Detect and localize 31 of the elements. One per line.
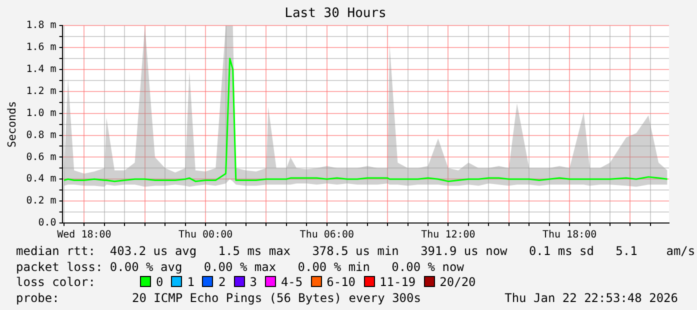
x-tick-label: Thu 06:00 <box>300 230 354 241</box>
y-tick-label: 1.6 m <box>26 42 56 54</box>
y-tick-label: 0.6 m <box>26 152 56 163</box>
text: 4-5 <box>280 275 303 289</box>
y-tick-label: 1.8 m <box>26 20 56 32</box>
text: probe: <box>16 290 60 306</box>
text: median rtt: 403.2 us avg 1.5 ms max 378.5 us min 391.9 us now 0.1 ms sd 5.1 am/s <box>16 244 696 258</box>
y-tick-label: 0.2 m <box>26 196 56 207</box>
x-tick-label: Wed 18:00 <box>57 230 112 241</box>
text: 20/20 <box>440 275 476 289</box>
text: packet loss: 0.00 % avg 0.00 % max 0.00 % min 0.00 % now <box>16 260 464 274</box>
y-tick-label: 1.2 m <box>26 86 56 97</box>
text: 1 <box>187 275 194 289</box>
y-axis-title: Seconds <box>5 101 18 148</box>
y-tick-label: 0.0 <box>38 218 56 229</box>
x-tick-label: Thu 18:00 <box>542 230 597 241</box>
chart-title: Last 30 Hours <box>284 6 386 22</box>
x-tick-label: Thu 00:00 <box>178 230 233 241</box>
y-tick-label: 1.0 m <box>26 108 56 119</box>
y-tick-label: 0.8 m <box>26 130 56 141</box>
text: 20 ICMP Echo Pings (56 Bytes) every 300s <box>132 290 421 304</box>
text: loss color: <box>16 275 96 290</box>
text: Thu Jan 22 22:53:48 2026 <box>504 290 678 306</box>
text: 0 <box>156 275 164 289</box>
x-tick-label: Thu 12:00 <box>421 230 476 241</box>
text: 6-10 <box>326 275 356 289</box>
y-tick-label: 0.4 m <box>26 174 56 185</box>
text: 3 <box>250 275 257 289</box>
y-tick-label: 1.4 m <box>26 64 56 76</box>
text: 2 <box>218 275 226 289</box>
text: 11-19 <box>380 275 416 289</box>
